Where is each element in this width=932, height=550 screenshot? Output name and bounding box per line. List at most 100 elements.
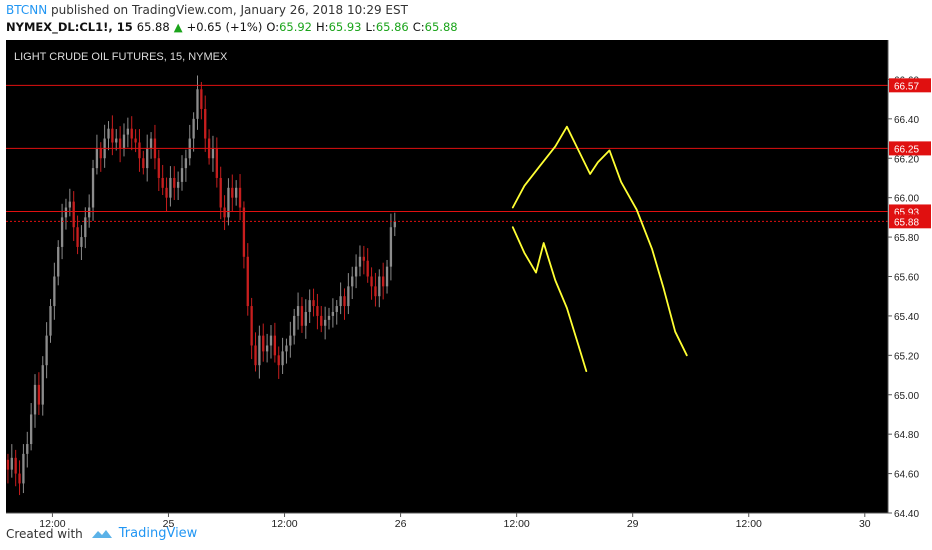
candle-body (351, 276, 354, 287)
candle-body (111, 128, 114, 143)
candle-body (200, 89, 203, 109)
x-tick-label: 12:00 (736, 518, 762, 530)
price-axis[interactable] (888, 40, 932, 513)
price-change: +0.65 (+1%) (186, 20, 263, 34)
tradingview-brand-link[interactable]: TradingView (118, 526, 198, 541)
candle-body (95, 148, 99, 169)
y-tick-label: 65.60 (894, 273, 919, 284)
x-tick-label: 12:00 (271, 518, 297, 530)
x-tick-label: 29 (627, 518, 639, 530)
candle-body (304, 311, 307, 326)
candle-body (300, 306, 304, 326)
candle-body (246, 256, 249, 307)
candle-body (370, 276, 373, 287)
candle-body (238, 187, 242, 208)
candle-body (10, 457, 13, 470)
candle-body (358, 256, 362, 267)
candle-body (339, 296, 342, 307)
x-tick-label: 12:00 (39, 518, 65, 530)
chart-title: LIGHT CRUDE OIL FUTURES, 15, NYMEX (14, 51, 228, 63)
candle-body (126, 128, 130, 135)
candle-body (273, 335, 277, 356)
candle-body (196, 89, 199, 119)
candle-body (72, 201, 75, 228)
candle-body (312, 300, 315, 307)
candle-body (343, 296, 346, 307)
candle-body (242, 207, 246, 257)
candle-body (130, 128, 133, 139)
price-label-box (889, 78, 931, 93)
candle-body (254, 345, 257, 366)
candle-body (165, 187, 168, 198)
candle-body (382, 276, 385, 287)
x-tick-label: 25 (163, 518, 175, 530)
candle-body (99, 148, 102, 159)
candle-body (118, 138, 122, 149)
last-price-label-box (889, 214, 931, 229)
candle-body (142, 158, 145, 169)
high-value: 65.93 (328, 20, 362, 34)
candle-body (223, 207, 226, 218)
tradingview-logo-icon (91, 529, 112, 538)
high-label: H: (316, 20, 329, 34)
projection-down-path (511, 226, 588, 373)
candle-body (60, 217, 64, 247)
candle-body (45, 335, 48, 366)
candle-body (331, 311, 335, 316)
close-value: 65.88 (424, 20, 458, 34)
candle-body (289, 335, 292, 346)
candle-body (146, 148, 149, 169)
price-label: 65.93 (894, 207, 919, 218)
candle-body (293, 315, 296, 336)
candle-body (250, 306, 253, 346)
candle-body (41, 365, 44, 405)
candle-body (76, 227, 79, 247)
y-tick-label: 66.40 (894, 115, 919, 126)
symbol-label: NYMEX_DL:CL1!, 15 (6, 20, 133, 34)
candle-body (366, 260, 369, 277)
y-tick-label: 64.40 (894, 509, 919, 520)
low-label: L: (365, 20, 376, 34)
candle-body (37, 384, 41, 405)
candle-body (215, 148, 218, 178)
candle-body (354, 266, 358, 277)
y-tick-label: 66.00 (894, 194, 919, 205)
candle-body (138, 142, 141, 159)
x-tick-label: 26 (395, 518, 407, 530)
candle-body (64, 207, 68, 218)
y-tick-label: 65.00 (894, 391, 919, 402)
candle-body (161, 177, 164, 188)
candle-body (320, 315, 323, 326)
candle-body (204, 108, 207, 139)
candle-body (323, 319, 327, 326)
candle-body (49, 306, 52, 336)
candle-body (296, 306, 300, 316)
candle-body (192, 118, 195, 139)
candle-body (173, 177, 176, 188)
candle-body (169, 177, 172, 198)
candle-body (14, 457, 17, 474)
candle-body (107, 128, 110, 139)
candle-body (53, 276, 56, 307)
candle-body (88, 207, 91, 218)
candle-body (22, 453, 25, 484)
plot-area[interactable] (6, 40, 888, 513)
author-link[interactable]: BTCNN (6, 3, 48, 17)
close-label: C: (412, 20, 425, 34)
low-value: 65.86 (375, 20, 409, 34)
candle-body (180, 168, 184, 182)
candle-body (57, 246, 60, 277)
candle-body (84, 217, 87, 238)
x-tick-label: 12:00 (503, 518, 529, 530)
candle-body (149, 138, 153, 149)
candle-body (91, 168, 95, 208)
candle-body (269, 335, 273, 346)
candle-body (374, 286, 377, 297)
candle-body (184, 158, 188, 169)
y-tick-label: 65.80 (894, 233, 919, 244)
last-price: 65.88 (136, 20, 170, 34)
candle-body (29, 414, 33, 445)
candle-body (262, 335, 265, 352)
candle-body (115, 138, 118, 143)
